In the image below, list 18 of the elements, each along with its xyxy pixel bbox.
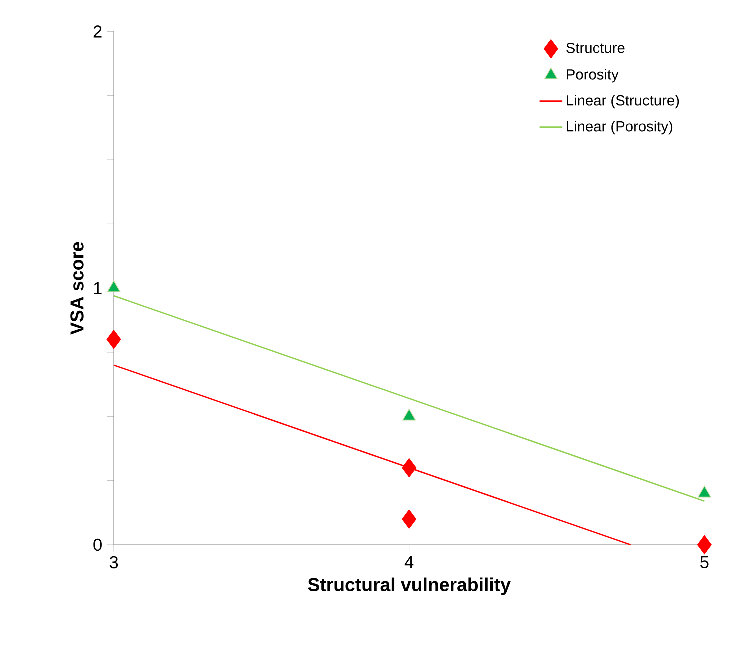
point [402,510,417,529]
legend-label: Porosity [567,69,619,83]
y-tick-label: 0 [94,538,102,552]
point [402,458,417,478]
point [402,408,416,421]
x-tick-label: 4 [404,556,414,568]
legend-label: Linear (Structure) [567,95,680,109]
y-axis-title: VSA score [70,242,84,335]
legend-label: Structure [566,42,625,54]
x-tick-label: 5 [700,556,709,568]
y-tick-label: 2 [94,26,102,38]
point [697,535,712,555]
x-axis-title: Structural vulnerability [308,578,511,596]
y-tick-label: 1 [94,282,102,294]
legend-label: Linear (Porosity) [567,120,673,135]
point [107,280,121,292]
x-tick-label: 3 [110,556,118,569]
point [106,330,122,350]
